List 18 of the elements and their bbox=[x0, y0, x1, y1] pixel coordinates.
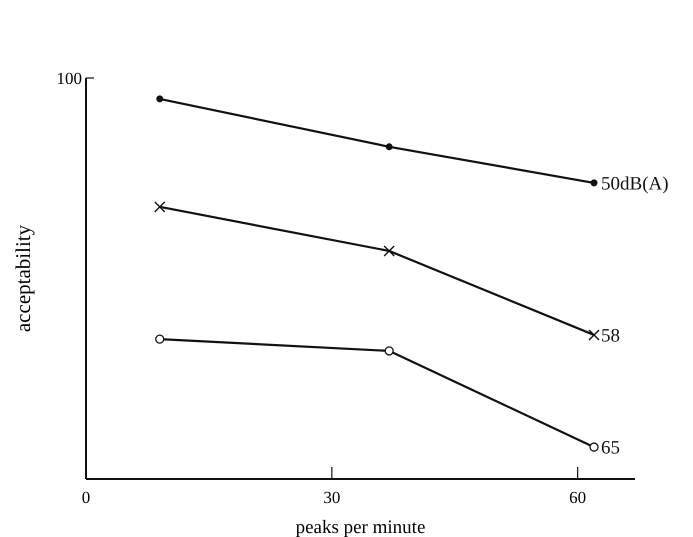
point bbox=[155, 334, 164, 344]
x-axis-title: peaks per minute bbox=[296, 517, 426, 537]
x-tick-label: 0 bbox=[82, 488, 90, 507]
point bbox=[384, 346, 394, 356]
y-axis-title: acceptability bbox=[11, 224, 35, 332]
point bbox=[590, 179, 598, 186]
point bbox=[589, 442, 599, 452]
x-tick-label: 60 bbox=[569, 488, 586, 507]
series-label: 50dB(A) bbox=[601, 174, 669, 195]
point bbox=[386, 143, 393, 150]
x-tick-label: 30 bbox=[323, 488, 340, 507]
point bbox=[154, 201, 166, 213]
series-label: 65 bbox=[601, 438, 620, 459]
text: 100 bbox=[56, 68, 82, 88]
point bbox=[156, 95, 164, 102]
point bbox=[383, 245, 395, 257]
point bbox=[588, 329, 600, 341]
series-label: 58 bbox=[601, 326, 620, 347]
